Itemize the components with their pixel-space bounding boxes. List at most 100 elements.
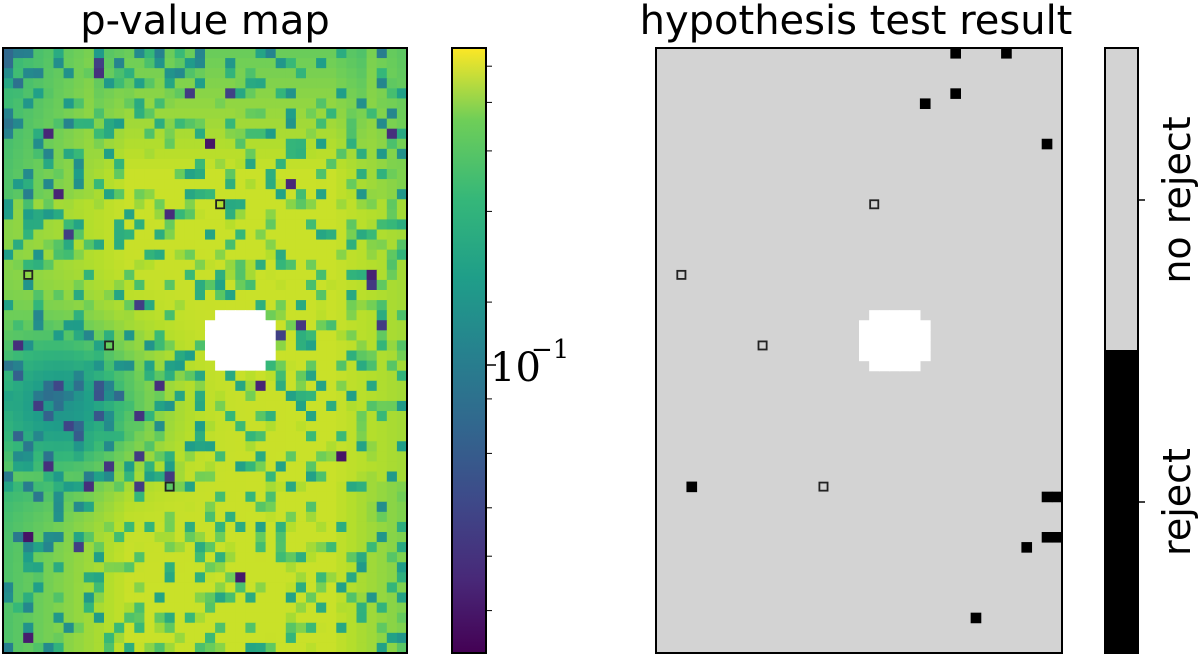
p-value-cell <box>164 390 176 402</box>
p-value-cell <box>225 320 236 331</box>
hypothesis-marked-cells <box>676 199 880 492</box>
p-value-cell <box>23 58 34 69</box>
p-value-cell <box>386 360 398 372</box>
p-value-cell <box>3 88 14 100</box>
p-value-cell <box>13 158 24 170</box>
p-value-cell <box>83 259 95 271</box>
p-value-cell <box>306 360 317 372</box>
p-value-cell <box>235 340 246 352</box>
p-value-cell <box>205 471 216 483</box>
p-value-cell <box>336 481 347 493</box>
p-value-cell <box>114 118 125 130</box>
p-value-cell <box>265 421 277 432</box>
p-value-cell <box>33 360 44 372</box>
p-value-cell <box>134 340 145 352</box>
p-value-cell <box>356 582 368 594</box>
p-value-cell <box>23 158 34 170</box>
p-value-cell <box>194 320 206 331</box>
p-value-cell <box>275 431 287 442</box>
hypothesis-test-frame <box>655 47 1063 654</box>
p-value-cell <box>164 521 176 533</box>
p-value-cell <box>164 542 176 553</box>
p-value-cell <box>83 108 95 120</box>
p-value-cell <box>326 330 337 342</box>
p-value-cell <box>114 58 125 69</box>
p-value-cell <box>265 189 277 200</box>
p-value-cell <box>43 532 55 543</box>
p-value-cell <box>23 118 34 130</box>
p-value-cell <box>255 98 267 110</box>
p-value-cell <box>346 622 358 634</box>
p-value-cell <box>356 68 368 79</box>
p-value-cell <box>265 582 277 594</box>
p-value-cell <box>73 199 85 210</box>
p-value-cell <box>144 300 156 311</box>
p-value-cell <box>154 249 166 261</box>
p-value-cell <box>104 451 115 463</box>
p-value-cell <box>396 582 408 594</box>
p-value-cell <box>53 128 65 140</box>
p-value-cell <box>33 78 44 89</box>
p-value-cell <box>43 572 55 584</box>
p-value-cell <box>53 350 65 362</box>
p-value-cell <box>326 370 337 382</box>
p-value-cell <box>73 491 85 503</box>
p-value-cell <box>265 68 277 79</box>
p-value-cell <box>53 229 65 241</box>
p-value-cell <box>265 471 277 483</box>
p-value-cell <box>83 370 95 382</box>
p-value-cell <box>225 209 236 221</box>
p-value-cell <box>386 279 398 291</box>
p-value-cell <box>194 330 206 342</box>
p-value-cell <box>93 279 105 291</box>
p-value-cell <box>194 199 206 210</box>
p-value-cell <box>174 239 186 251</box>
p-value-cell <box>63 380 75 392</box>
p-value-cell <box>295 642 307 654</box>
p-value-cell <box>194 632 206 644</box>
p-value-cell <box>63 481 75 493</box>
p-value-cell <box>43 511 55 523</box>
p-value-cell <box>164 128 176 140</box>
p-value-cell <box>33 542 44 553</box>
p-value-cell <box>164 380 176 392</box>
p-value-cell <box>93 98 105 110</box>
p-value-cell <box>306 209 317 221</box>
p-value-cell <box>386 481 398 493</box>
p-value-cell <box>255 592 267 604</box>
p-value-cell <box>144 259 156 271</box>
p-value-cell <box>275 380 287 392</box>
p-value-cell <box>336 128 347 140</box>
p-value-cell <box>83 249 95 261</box>
p-value-cell <box>205 572 216 584</box>
p-value-cell <box>134 542 145 553</box>
p-value-cell <box>336 88 347 100</box>
p-value-cell <box>194 78 206 89</box>
p-value-cell <box>33 632 44 644</box>
p-value-cell <box>104 542 115 553</box>
p-value-cell <box>255 169 267 180</box>
p-value-cell <box>205 330 216 342</box>
p-value-cell <box>184 189 196 200</box>
p-value-cell <box>154 441 166 452</box>
p-value-cell <box>164 279 176 291</box>
p-value-cell <box>255 441 267 452</box>
p-value-cell <box>265 239 277 251</box>
p-value-map-title: p-value map <box>80 0 330 44</box>
p-value-cell <box>174 582 186 594</box>
p-value-cell <box>265 380 277 392</box>
p-value-cell <box>184 622 196 634</box>
p-value-cell <box>63 88 75 100</box>
p-value-cell <box>346 128 358 140</box>
p-value-cell <box>13 128 24 140</box>
p-value-cell <box>124 532 135 543</box>
p-value-cell <box>235 542 246 553</box>
p-value-cell <box>376 88 388 100</box>
p-value-cell <box>134 199 145 210</box>
p-value-cell <box>356 138 368 150</box>
p-value-cell <box>386 269 398 281</box>
p-value-cell <box>275 259 287 271</box>
p-value-cell <box>316 158 327 170</box>
p-value-cell <box>43 632 55 644</box>
p-value-cell <box>144 552 156 563</box>
